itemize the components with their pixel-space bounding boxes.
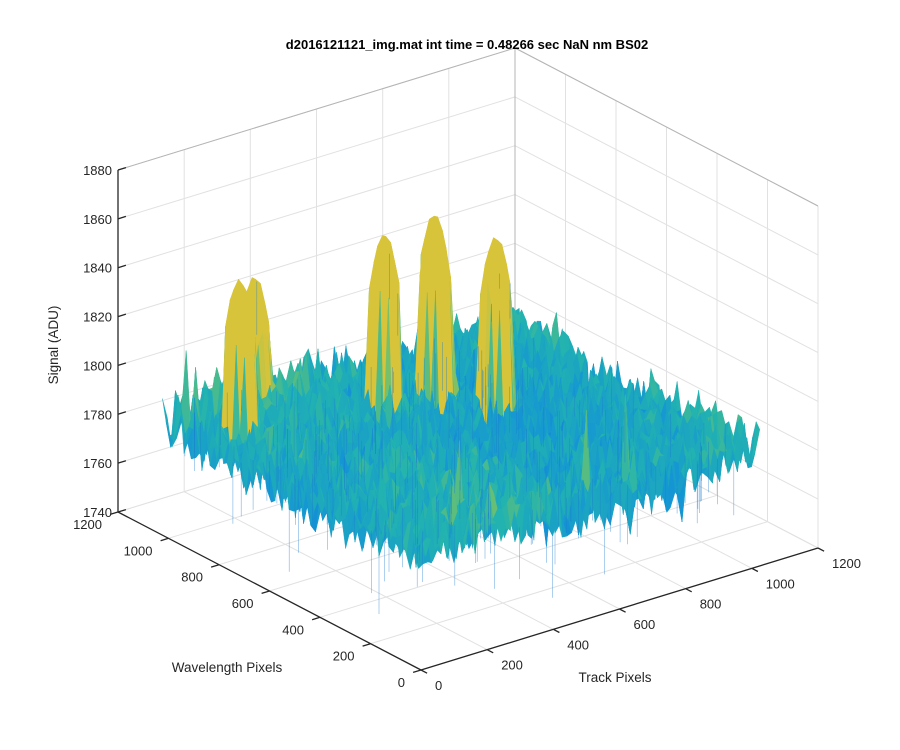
grid-backright-z — [514, 291, 819, 451]
grid-floor-y — [370, 521, 768, 645]
grid-backright-z — [514, 96, 819, 256]
grid-backleft-z — [117, 145, 516, 269]
grid-backright-z — [514, 194, 819, 354]
grid-backleft-z — [117, 96, 516, 220]
grid-backright-z — [514, 145, 819, 305]
surface — [162, 215, 761, 614]
grid-backleft-z — [117, 242, 516, 366]
grid-floor-y — [319, 494, 718, 618]
grid-backright-z — [514, 242, 819, 402]
grid-backleft-z — [117, 194, 516, 318]
box-top-edge-right — [514, 47, 819, 207]
box-top-edge-left — [117, 47, 516, 171]
